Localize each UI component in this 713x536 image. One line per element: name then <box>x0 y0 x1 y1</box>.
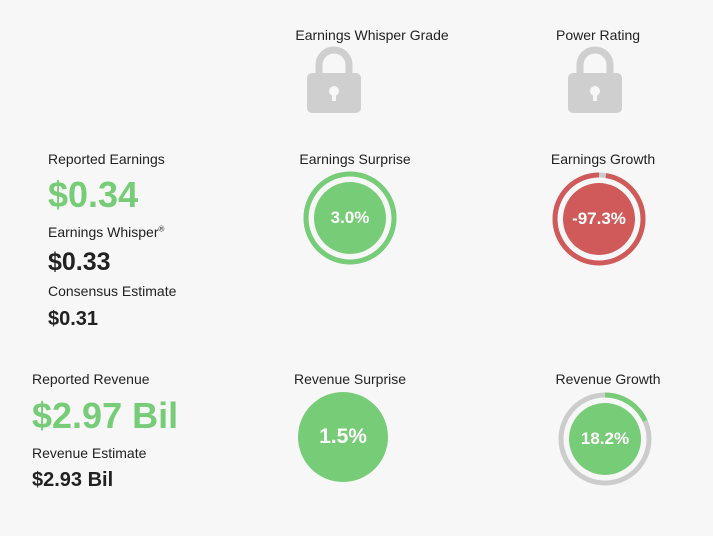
power-rating-header: Power Rating <box>555 27 641 43</box>
reported-earnings-label: Reported Earnings <box>48 151 165 167</box>
earnings-growth-gauge: -97.3% <box>552 172 646 266</box>
revenue-growth-label: Revenue Growth <box>555 371 661 387</box>
revenue-estimate-label: Revenue Estimate <box>32 445 147 461</box>
earnings-growth-value: -97.3% <box>572 209 626 228</box>
revenue-growth-value: 18.2% <box>580 429 630 448</box>
earnings-whisper-grade-header: Earnings Whisper Grade <box>295 27 449 43</box>
revenue-growth-gauge: 18.2% <box>558 392 652 486</box>
revenue-surprise-label: Revenue Surprise <box>293 371 407 387</box>
reported-revenue-label: Reported Revenue <box>32 371 150 387</box>
revenue-estimate-value: $2.93 Bil <box>32 469 114 491</box>
earnings-growth-label: Earnings Growth <box>550 151 656 167</box>
revenue-surprise-value: 1.5% <box>319 425 367 448</box>
registered-mark: ® <box>158 224 165 234</box>
consensus-estimate-label: Consensus Estimate <box>48 283 177 299</box>
earnings-whisper-label: Earnings Whisper® <box>48 224 165 240</box>
consensus-estimate-value: $0.31 <box>48 308 99 330</box>
earnings-whisper-value: $0.33 <box>48 248 111 276</box>
earnings-surprise-label: Earnings Surprise <box>299 151 411 167</box>
reported-revenue-value: $2.97 Bil <box>32 395 179 436</box>
lock-icon <box>568 45 622 118</box>
earnings-surprise-gauge: 3.0% <box>303 171 397 265</box>
revenue-surprise-gauge: 1.5% <box>298 392 388 482</box>
lock-icon <box>307 45 361 118</box>
reported-earnings-value: $0.34 <box>48 174 139 215</box>
earnings-surprise-value: 3.0% <box>330 208 370 227</box>
